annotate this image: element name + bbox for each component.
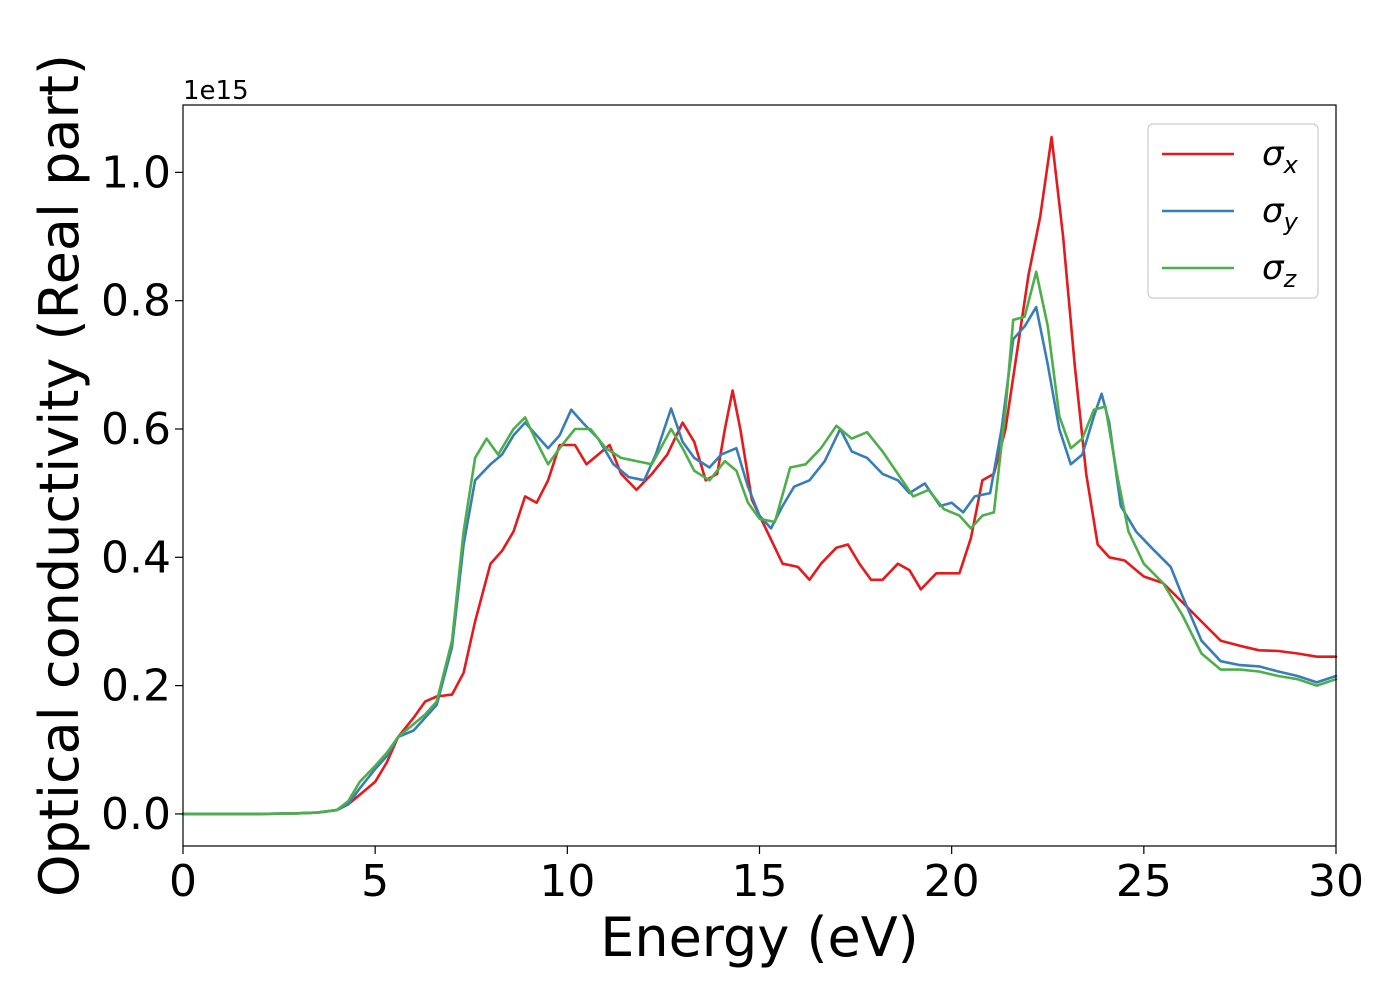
series-line-x <box>181 135 1338 816</box>
x-tick-label: 15 <box>732 856 788 907</box>
y-axis-offset-text: 1e15 <box>183 76 249 106</box>
y-tick-label: 0.8 <box>101 276 171 327</box>
plot-lines <box>181 135 1338 816</box>
legend-subscript: x <box>1283 151 1299 179</box>
x-axis-label: Energy (eV) <box>600 906 919 969</box>
legend-symbol: σ <box>1262 134 1285 174</box>
y-axis-label: Optical conductivity (Real part) <box>28 54 91 897</box>
x-tick-label: 0 <box>169 856 197 907</box>
series-line-z <box>181 270 1338 816</box>
y-tick-label: 0.0 <box>101 789 171 840</box>
y-tick-label: 0.4 <box>101 532 171 583</box>
legend-label-y: σy <box>1262 191 1299 236</box>
x-tick-label: 25 <box>1116 856 1172 907</box>
legend-subscript: z <box>1283 265 1298 293</box>
x-tick-label: 20 <box>924 856 980 907</box>
y-axis-ticks: 0.0 0.2 0.4 0.6 0.8 1.0 <box>101 147 183 840</box>
series-line-y <box>181 305 1338 816</box>
y-tick-label: 0.2 <box>101 661 171 712</box>
legend-symbol: σ <box>1262 248 1285 288</box>
legend-subscript: y <box>1283 208 1299 236</box>
y-tick-label: 0.6 <box>101 404 171 455</box>
legend-label-x: σx <box>1262 134 1299 179</box>
legend-symbol: σ <box>1262 191 1285 231</box>
legend-label-z: σz <box>1262 248 1298 293</box>
x-tick-label: 30 <box>1308 856 1364 907</box>
y-tick-label: 1.0 <box>101 147 171 198</box>
x-tick-label: 10 <box>539 856 595 907</box>
x-axis-ticks: 0 5 10 15 20 25 30 <box>169 846 1364 907</box>
x-tick-label: 5 <box>361 856 389 907</box>
